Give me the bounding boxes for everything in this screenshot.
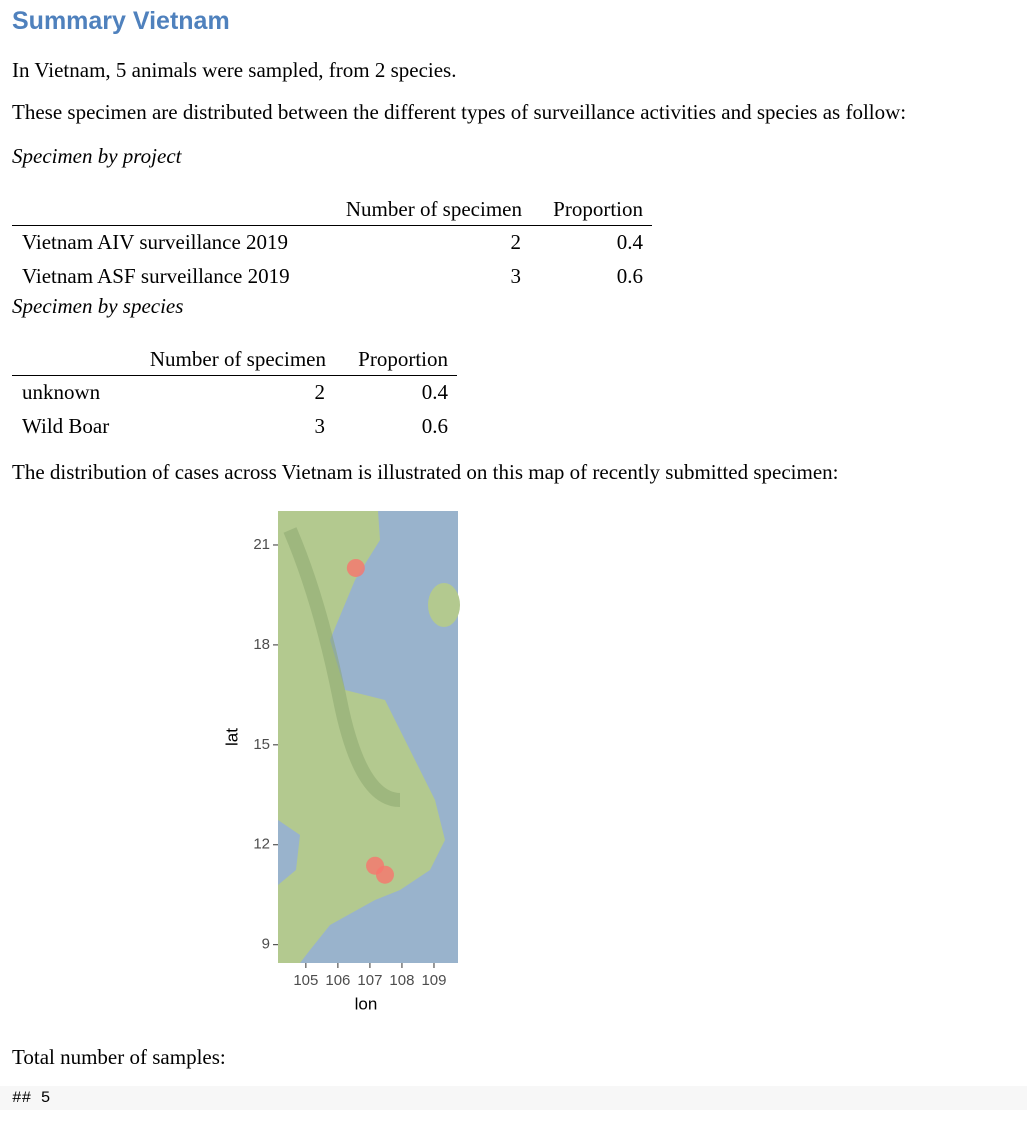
table-cell: 0.6 bbox=[616, 264, 643, 288]
table-rule bbox=[12, 375, 457, 376]
table-cell: 2 bbox=[314, 380, 326, 404]
y-tick-label: 9 bbox=[262, 936, 270, 953]
table-header: Number of specimen bbox=[149, 347, 326, 371]
table-cell: unknown bbox=[22, 380, 101, 404]
table-cell: Vietnam AIV surveillance 2019 bbox=[22, 230, 289, 254]
x-tick-label: 107 bbox=[357, 972, 382, 989]
y-tick-label: 18 bbox=[253, 636, 270, 653]
sample-point bbox=[346, 558, 365, 577]
y-tick-label: 15 bbox=[253, 736, 270, 753]
x-tick-label: 106 bbox=[325, 972, 350, 989]
y-tick-label: 12 bbox=[253, 836, 270, 853]
x-tick-label: 108 bbox=[389, 972, 414, 989]
paragraph: Total number of samples: bbox=[12, 1045, 226, 1069]
table-header: Number of specimen bbox=[345, 197, 522, 221]
x-tick-label: 109 bbox=[421, 972, 446, 989]
table-caption: Specimen by project bbox=[12, 144, 182, 168]
heading: Summary Vietnam bbox=[12, 7, 230, 35]
sample-point bbox=[375, 865, 394, 884]
table-cell: 0.4 bbox=[616, 230, 643, 254]
paragraph: The distribution of cases across Vietnam… bbox=[12, 460, 839, 484]
paragraph: These specimen are distributed between t… bbox=[12, 100, 907, 124]
y-axis-label: lat bbox=[222, 728, 241, 746]
y-tick-label: 21 bbox=[253, 536, 270, 553]
map-terrain bbox=[283, 527, 401, 807]
table-cell: Wild Boar bbox=[22, 414, 110, 438]
table-header: Proportion bbox=[553, 197, 643, 221]
table-cell: 3 bbox=[314, 414, 326, 438]
table-cell: 3 bbox=[510, 264, 522, 288]
code-block: ## 5 bbox=[0, 1086, 1027, 1110]
table-cell: 2 bbox=[510, 230, 522, 254]
table-cell: 0.4 bbox=[421, 380, 448, 404]
table-cell: 0.6 bbox=[421, 414, 448, 438]
paragraph: In Vietnam, 5 animals were sampled, from… bbox=[12, 58, 457, 82]
x-axis-label: lon bbox=[355, 994, 378, 1013]
map-island bbox=[428, 583, 460, 627]
table-cell: Vietnam ASF surveillance 2019 bbox=[22, 264, 290, 288]
map-sea bbox=[300, 511, 458, 963]
table-caption: Specimen by species bbox=[12, 294, 184, 318]
x-tick-label: 105 bbox=[293, 972, 318, 989]
table-header: Proportion bbox=[358, 347, 448, 371]
map-gulf bbox=[278, 820, 300, 885]
table-rule bbox=[12, 225, 652, 226]
code-output: ## 5 bbox=[12, 1089, 51, 1107]
